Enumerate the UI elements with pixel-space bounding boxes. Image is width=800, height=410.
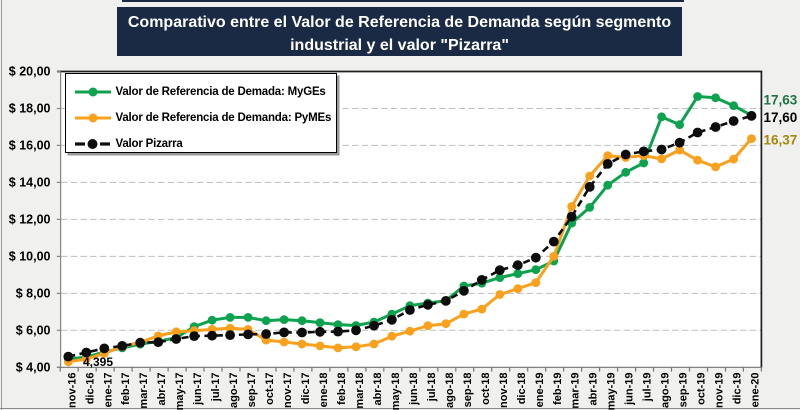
svg-text:mar-17: mar-17 — [138, 373, 150, 409]
svg-text:$ 12,00: $ 12,00 — [9, 213, 51, 227]
svg-text:feb-18: feb-18 — [336, 373, 348, 405]
svg-text:may-17: may-17 — [174, 373, 186, 410]
svg-text:ene-19: ene-19 — [534, 373, 546, 408]
svg-text:$ 20,00: $ 20,00 — [9, 65, 51, 79]
svg-text:oct-17: oct-17 — [264, 373, 276, 405]
svg-text:mar-19: mar-19 — [570, 373, 582, 409]
svg-text:nov-16: nov-16 — [66, 373, 78, 408]
svg-text:dic-17: dic-17 — [300, 373, 312, 405]
svg-text:$ 18,00: $ 18,00 — [9, 102, 51, 116]
svg-text:jun-18: jun-18 — [408, 373, 420, 406]
svg-text:$ 6,00: $ 6,00 — [16, 324, 51, 338]
svg-text:sep-19: sep-19 — [678, 373, 690, 408]
svg-text:jul-17: jul-17 — [210, 373, 222, 403]
svg-text:mar-18: mar-18 — [354, 373, 366, 409]
svg-text:abr-19: abr-19 — [588, 373, 600, 406]
svg-text:may-18: may-18 — [390, 373, 402, 410]
svg-text:dic-16: dic-16 — [84, 373, 96, 405]
svg-text:$ 8,00: $ 8,00 — [16, 287, 51, 301]
svg-text:nov-19: nov-19 — [714, 373, 726, 408]
svg-text:ene-20: ene-20 — [750, 373, 762, 408]
svg-text:dic-19: dic-19 — [732, 373, 744, 405]
svg-text:feb-19: feb-19 — [552, 373, 564, 405]
svg-text:17,60: 17,60 — [764, 110, 798, 125]
svg-text:abr-17: abr-17 — [156, 373, 168, 406]
svg-text:jul-18: jul-18 — [426, 373, 438, 403]
svg-text:nov-18: nov-18 — [498, 373, 510, 408]
svg-text:ago-17: ago-17 — [228, 373, 240, 408]
svg-text:4,395: 4,395 — [83, 355, 113, 369]
svg-text:$ 16,00: $ 16,00 — [9, 139, 51, 153]
svg-text:ago-18: ago-18 — [444, 373, 456, 408]
svg-text:jun-19: jun-19 — [624, 373, 636, 406]
svg-text:16,37: 16,37 — [764, 132, 798, 147]
svg-text:$ 14,00: $ 14,00 — [9, 176, 51, 190]
svg-text:oct-19: oct-19 — [696, 373, 708, 405]
svg-text:17,63: 17,63 — [764, 92, 798, 107]
svg-text:$ 4,00: $ 4,00 — [16, 361, 51, 375]
svg-text:sep-17: sep-17 — [246, 373, 258, 408]
svg-text:dic-18: dic-18 — [516, 373, 528, 405]
svg-text:jul-19: jul-19 — [642, 373, 654, 403]
svg-text:nov-17: nov-17 — [282, 373, 294, 408]
svg-text:ene-18: ene-18 — [318, 373, 330, 408]
svg-text:may-19: may-19 — [606, 373, 618, 410]
svg-text:$ 10,00: $ 10,00 — [9, 250, 51, 264]
svg-text:jun-17: jun-17 — [192, 373, 204, 406]
svg-text:ene-17: ene-17 — [102, 373, 114, 408]
svg-text:ago-19: ago-19 — [660, 373, 672, 408]
svg-text:sep-18: sep-18 — [462, 373, 474, 408]
svg-text:oct-18: oct-18 — [480, 373, 492, 405]
svg-text:abr-18: abr-18 — [372, 373, 384, 406]
svg-text:feb-17: feb-17 — [120, 373, 132, 405]
